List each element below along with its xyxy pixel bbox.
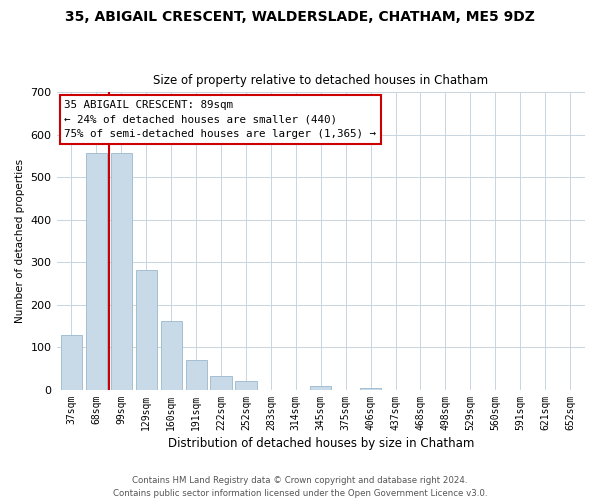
Bar bbox=[360, 388, 381, 390]
Bar bbox=[310, 386, 331, 390]
Text: Contains HM Land Registry data © Crown copyright and database right 2024.
Contai: Contains HM Land Registry data © Crown c… bbox=[113, 476, 487, 498]
Bar bbox=[61, 334, 82, 390]
Bar bbox=[136, 270, 157, 390]
Text: 35, ABIGAIL CRESCENT, WALDERSLADE, CHATHAM, ME5 9DZ: 35, ABIGAIL CRESCENT, WALDERSLADE, CHATH… bbox=[65, 10, 535, 24]
X-axis label: Distribution of detached houses by size in Chatham: Distribution of detached houses by size … bbox=[167, 437, 474, 450]
Title: Size of property relative to detached houses in Chatham: Size of property relative to detached ho… bbox=[153, 74, 488, 87]
Text: 35 ABIGAIL CRESCENT: 89sqm
← 24% of detached houses are smaller (440)
75% of sem: 35 ABIGAIL CRESCENT: 89sqm ← 24% of deta… bbox=[64, 100, 376, 140]
Y-axis label: Number of detached properties: Number of detached properties bbox=[15, 159, 25, 323]
Bar bbox=[86, 153, 107, 390]
Bar bbox=[161, 320, 182, 390]
Bar bbox=[235, 382, 257, 390]
Bar bbox=[185, 360, 207, 390]
Bar bbox=[211, 376, 232, 390]
Bar bbox=[111, 153, 132, 390]
